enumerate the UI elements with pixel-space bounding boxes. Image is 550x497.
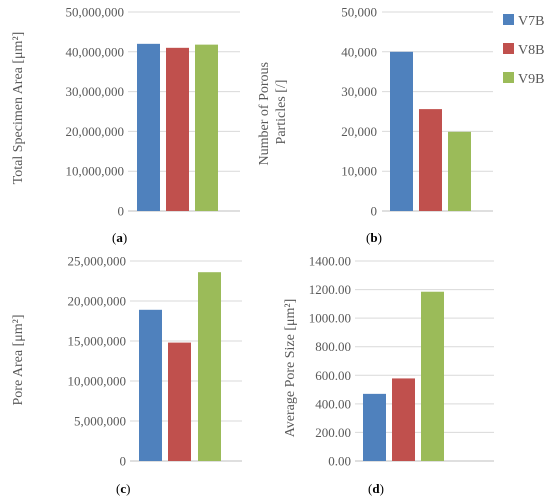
bar-v8b — [419, 109, 442, 211]
ylabel-d: Average Pore Size [μm²] — [283, 299, 298, 438]
panel-label-a: (a) — [112, 230, 127, 245]
legend-swatch-v9b — [503, 72, 514, 83]
chart-panel-b: Number of Porous Particles [/] (b) 0 10,0… — [257, 5, 493, 245]
ylabel-b-line1: Number of Porous — [257, 62, 272, 165]
y-tick-label: 0 — [120, 454, 127, 469]
y-tick-label: 400.00 — [315, 396, 351, 411]
legend-label-v7b: V7B — [518, 14, 544, 29]
y-tick-label: 20,000,000 — [66, 124, 125, 139]
ylabel-b: Number of Porous Particles [/] — [257, 59, 289, 166]
ylabel-b-line2: Particles [/] — [274, 80, 289, 145]
bar-v7b — [363, 393, 386, 461]
y-tick-label: 20,000 — [341, 124, 377, 139]
y-tick-label: 0 — [371, 204, 378, 219]
ylabel-c: Pore Area [μm²] — [11, 314, 26, 405]
y-tick-label: 30,000 — [341, 84, 377, 99]
y-tick-label: 50,000 — [341, 5, 377, 20]
bar-v7b — [390, 51, 413, 211]
y-tick-label: 600.00 — [315, 368, 351, 383]
y-tick-label: 5,000,000 — [74, 414, 126, 429]
y-tick-label: 10,000 — [341, 164, 377, 179]
legend: V7B V8B V9B — [503, 14, 544, 87]
y-tick-label: 800.00 — [315, 339, 351, 354]
y-tick-label: 10,000,000 — [66, 164, 125, 179]
y-tick-label: 10,000,000 — [68, 374, 127, 389]
y-tick-label: 15,000,000 — [68, 334, 127, 349]
y-tick-label: 30,000,000 — [66, 84, 125, 99]
y-tick-label: 40,000 — [341, 44, 377, 59]
legend-swatch-v7b — [503, 14, 514, 25]
y-tick-label: 1400.00 — [309, 254, 351, 269]
y-tick-label: 200.00 — [315, 425, 351, 440]
bar-v7b — [137, 43, 160, 212]
panel-label-c: (c) — [116, 481, 130, 496]
bar-v9b — [448, 131, 471, 211]
panel-label-b: (b) — [366, 230, 382, 245]
chart-panel-a: Total Specimen Area [μm²] (a) 0 10,000,00… — [11, 5, 240, 245]
chart-panel-c: Pore Area [μm²] (c) 0 5,000,000 10,000,000… — [11, 254, 242, 496]
chart-panel-d: Average Pore Size [μm²] (d) 0.00 200.00 40… — [283, 254, 494, 496]
legend-label-v9b: V9B — [518, 72, 544, 87]
panel-label-d: (d) — [368, 481, 384, 496]
bar-v8b — [168, 342, 191, 461]
y-tick-label: 1200.00 — [309, 282, 351, 297]
bar-v8b — [392, 378, 415, 461]
bar-v8b — [166, 47, 189, 211]
bar-v9b — [198, 272, 221, 461]
y-tick-label: 1000.00 — [309, 311, 351, 326]
y-tick-label: 50,000,000 — [66, 5, 125, 20]
bar-v9b — [421, 291, 444, 461]
y-tick-label: 20,000,000 — [68, 294, 127, 309]
y-tick-label: 0.00 — [328, 454, 351, 469]
ylabel-a: Total Specimen Area [μm²] — [11, 32, 26, 185]
legend-label-v8b: V8B — [518, 43, 544, 58]
y-tick-label: 0 — [118, 204, 125, 219]
legend-swatch-v8b — [503, 43, 514, 54]
y-tick-label: 40,000,000 — [66, 44, 125, 59]
y-tick-label: 25,000,000 — [68, 254, 127, 269]
bar-v7b — [139, 309, 162, 461]
bar-v9b — [195, 44, 218, 211]
